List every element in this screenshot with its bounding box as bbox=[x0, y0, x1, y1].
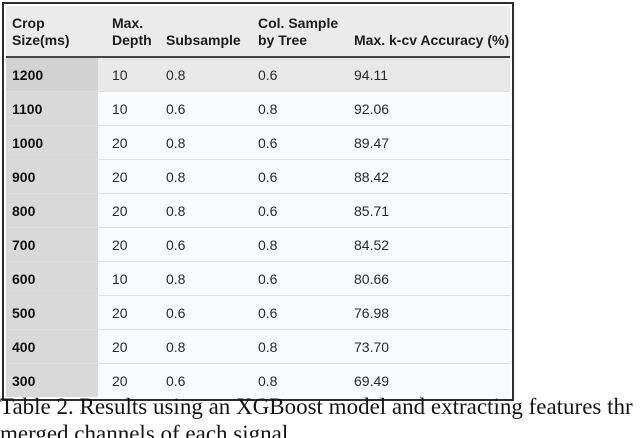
results-table: Crop Size(ms) Max. Depth Subsample Col. … bbox=[2, 2, 514, 401]
table-row: 800 20 0.8 0.6 85.71 bbox=[6, 194, 510, 228]
table-row: 600 10 0.8 0.6 80.66 bbox=[6, 262, 510, 296]
table-row: 1200 10 0.8 0.6 94.11 bbox=[6, 58, 510, 92]
subsample-cell: 0.8 bbox=[166, 134, 186, 151]
col-sample-cell: 0.6 bbox=[258, 304, 278, 321]
subsample-cell: 0.8 bbox=[166, 66, 186, 83]
max-depth-cell: 20 bbox=[112, 372, 128, 389]
accuracy-cell: 84.52 bbox=[354, 236, 390, 253]
header-col-sample-by-tree: Col. Sample by Tree bbox=[258, 15, 339, 48]
table-caption: Table 2. Results using an XGBoost model … bbox=[0, 393, 640, 438]
header-subsample: Subsample bbox=[166, 32, 241, 48]
table-row: 400 20 0.8 0.8 73.70 bbox=[6, 330, 510, 364]
table-header-row: Crop Size(ms) Max. Depth Subsample Col. … bbox=[6, 6, 510, 58]
accuracy-cell: 85.71 bbox=[354, 202, 390, 219]
col-sample-cell: 0.6 bbox=[258, 66, 278, 83]
crop-size-cell: 500 bbox=[6, 296, 98, 329]
caption-line-1: Table 2. Results using an XGBoost model … bbox=[0, 394, 633, 419]
col-sample-cell: 0.6 bbox=[258, 202, 278, 219]
header-crop-size: Crop Size(ms) bbox=[12, 15, 70, 48]
col-sample-cell: 0.8 bbox=[258, 372, 278, 389]
crop-size-cell: 900 bbox=[6, 160, 98, 193]
max-depth-cell: 20 bbox=[112, 304, 128, 321]
subsample-cell: 0.6 bbox=[166, 304, 186, 321]
header-max-depth: Max. Depth bbox=[112, 15, 152, 48]
crop-size-cell: 300 bbox=[6, 364, 98, 397]
subsample-cell: 0.8 bbox=[166, 270, 186, 287]
accuracy-cell: 94.11 bbox=[354, 66, 388, 83]
max-depth-cell: 10 bbox=[112, 100, 128, 117]
table-row: 1100 10 0.6 0.8 92.06 bbox=[6, 92, 510, 126]
accuracy-cell: 80.66 bbox=[354, 270, 390, 287]
table-row: 900 20 0.8 0.6 88.42 bbox=[6, 160, 510, 194]
max-depth-cell: 10 bbox=[112, 66, 128, 83]
subsample-cell: 0.8 bbox=[166, 168, 186, 185]
max-depth-cell: 20 bbox=[112, 202, 128, 219]
crop-size-cell: 1000 bbox=[6, 126, 98, 159]
col-sample-cell: 0.8 bbox=[258, 100, 278, 117]
accuracy-cell: 76.98 bbox=[354, 304, 390, 321]
accuracy-cell: 69.49 bbox=[354, 372, 390, 389]
table-row: 500 20 0.6 0.6 76.98 bbox=[6, 296, 510, 330]
accuracy-cell: 89.47 bbox=[354, 134, 390, 151]
col-sample-cell: 0.8 bbox=[258, 338, 278, 355]
header-max-kcv-accuracy: Max. k-cv Accuracy (%) bbox=[354, 32, 510, 48]
table-row: 1000 20 0.8 0.6 89.47 bbox=[6, 126, 510, 160]
crop-size-cell: 1100 bbox=[6, 92, 98, 125]
table-body: 1200 10 0.8 0.6 94.11 1100 10 0.6 0.8 92.06 1000 20… bbox=[6, 58, 510, 397]
max-depth-cell: 20 bbox=[112, 236, 128, 253]
table-row: 300 20 0.6 0.8 69.49 bbox=[6, 364, 510, 397]
subsample-cell: 0.8 bbox=[166, 338, 186, 355]
max-depth-cell: 20 bbox=[112, 168, 128, 185]
subsample-cell: 0.6 bbox=[166, 236, 186, 253]
caption-line-2: merged channels of each signal. bbox=[0, 421, 294, 438]
subsample-cell: 0.6 bbox=[166, 372, 186, 389]
accuracy-cell: 73.70 bbox=[354, 338, 390, 355]
crop-size-cell: 600 bbox=[6, 262, 98, 295]
col-sample-cell: 0.8 bbox=[258, 236, 278, 253]
subsample-cell: 0.8 bbox=[166, 202, 186, 219]
table-row: 700 20 0.6 0.8 84.52 bbox=[6, 228, 510, 262]
crop-size-cell: 400 bbox=[6, 330, 98, 363]
crop-size-cell: 700 bbox=[6, 228, 98, 261]
max-depth-cell: 20 bbox=[112, 134, 128, 151]
max-depth-cell: 10 bbox=[112, 270, 128, 287]
col-sample-cell: 0.6 bbox=[258, 134, 278, 151]
col-sample-cell: 0.6 bbox=[258, 168, 278, 185]
accuracy-cell: 92.06 bbox=[354, 100, 390, 117]
crop-size-cell: 800 bbox=[6, 194, 98, 227]
max-depth-cell: 20 bbox=[112, 338, 128, 355]
subsample-cell: 0.6 bbox=[166, 100, 186, 117]
accuracy-cell: 88.42 bbox=[354, 168, 390, 185]
crop-size-cell: 1200 bbox=[6, 58, 98, 91]
col-sample-cell: 0.6 bbox=[258, 270, 278, 287]
